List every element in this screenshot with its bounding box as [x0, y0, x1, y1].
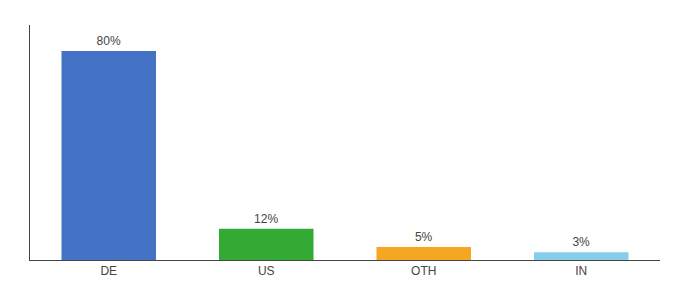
svg-text:12%: 12% — [254, 212, 278, 226]
svg-text:OTH: OTH — [411, 264, 436, 278]
svg-text:5%: 5% — [415, 230, 433, 244]
svg-text:DE: DE — [100, 264, 117, 278]
svg-text:US: US — [258, 264, 275, 278]
svg-text:80%: 80% — [97, 34, 121, 48]
svg-text:3%: 3% — [572, 235, 590, 249]
svg-text:IN: IN — [575, 264, 587, 278]
